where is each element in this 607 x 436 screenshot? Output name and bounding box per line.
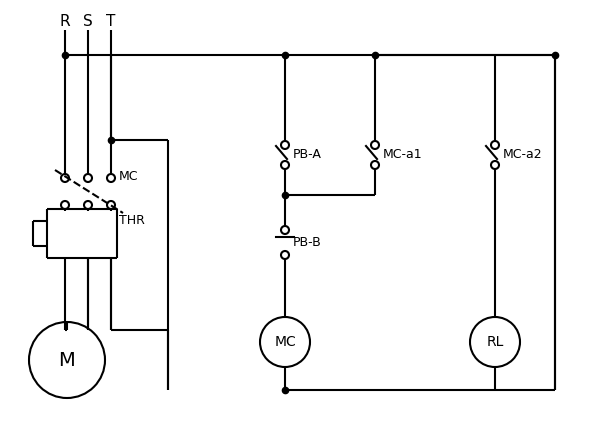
Text: MC: MC xyxy=(119,170,138,183)
Text: M: M xyxy=(59,351,75,369)
Text: MC-a2: MC-a2 xyxy=(503,149,543,161)
Text: T: T xyxy=(106,14,116,30)
Text: MC: MC xyxy=(274,335,296,349)
Text: PB-A: PB-A xyxy=(293,149,322,161)
Text: THR: THR xyxy=(119,215,145,228)
Text: RL: RL xyxy=(486,335,504,349)
Text: MC-a1: MC-a1 xyxy=(383,149,422,161)
Text: S: S xyxy=(83,14,93,30)
Text: R: R xyxy=(59,14,70,30)
Text: PB-B: PB-B xyxy=(293,235,322,249)
